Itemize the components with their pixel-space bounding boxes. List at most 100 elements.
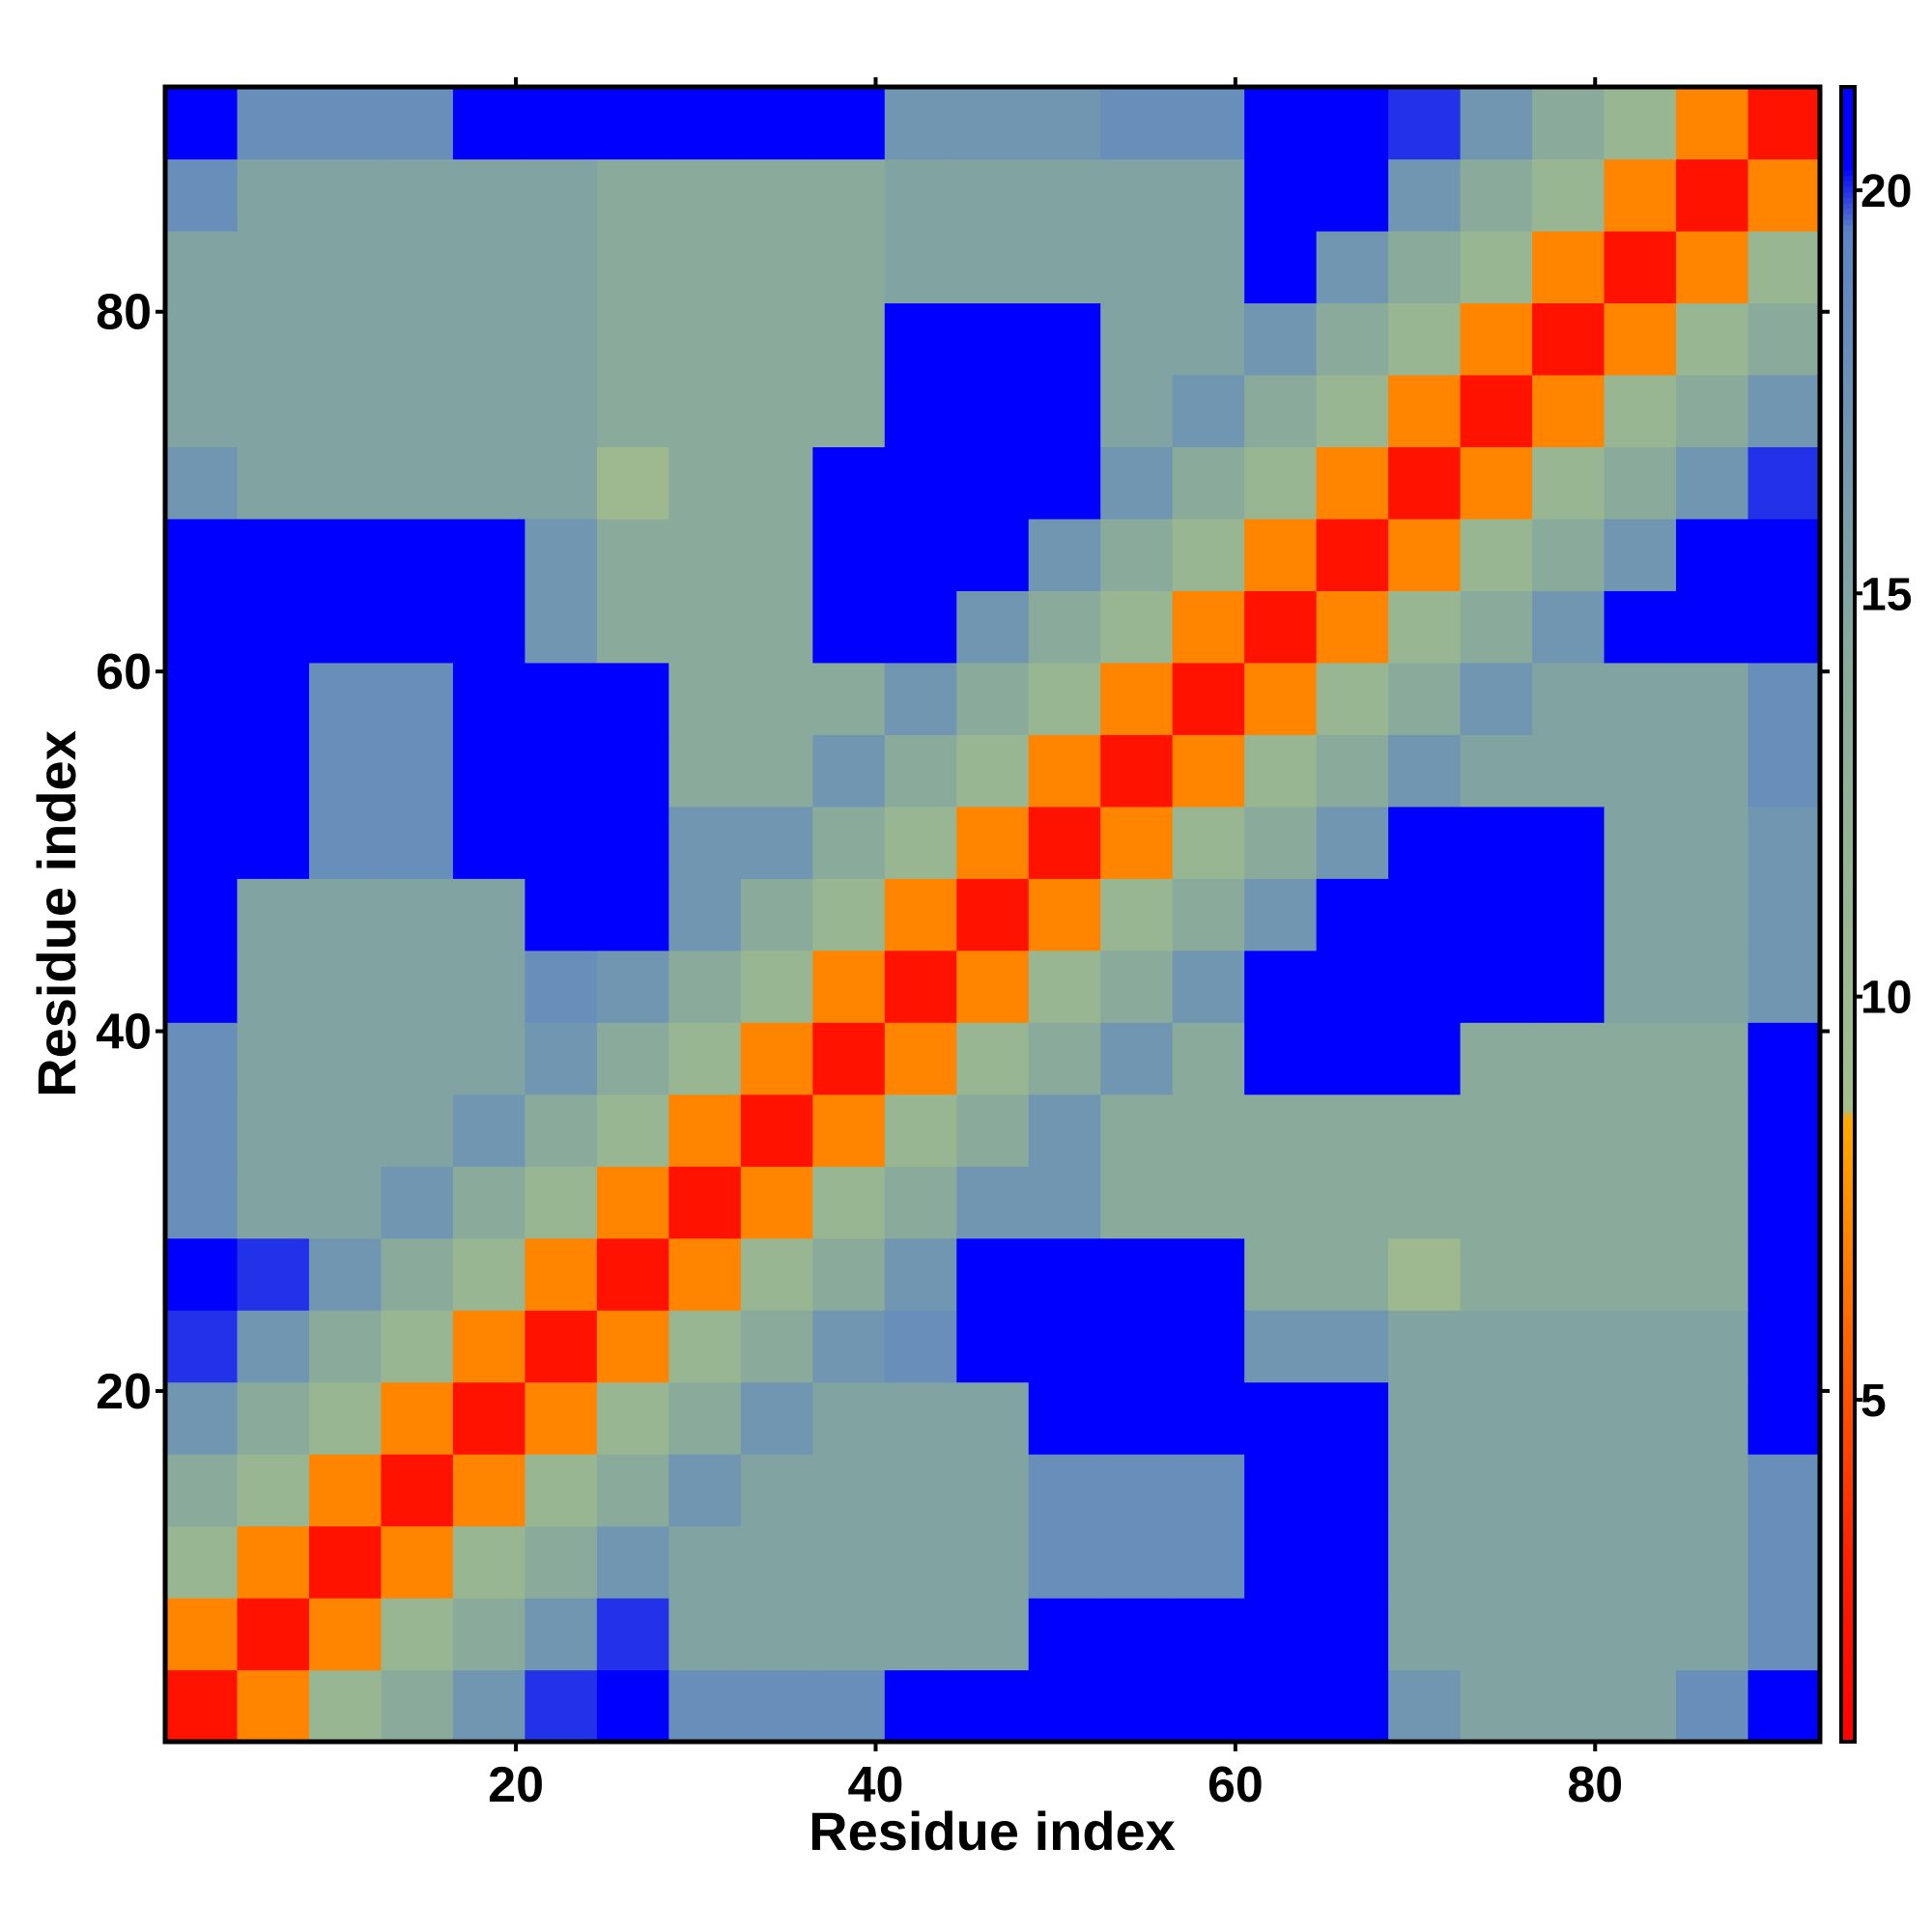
colorbar-segment bbox=[1841, 781, 1855, 788]
heatmap-cell bbox=[1028, 806, 1101, 879]
colorbar-segment bbox=[1841, 169, 1855, 176]
heatmap-cell bbox=[1172, 446, 1245, 520]
heatmap-cell bbox=[1604, 374, 1677, 447]
colorbar-segment bbox=[1841, 1068, 1855, 1075]
heatmap-cell bbox=[1676, 1310, 1749, 1383]
heatmap-cell bbox=[1316, 1094, 1389, 1167]
colorbar-segment bbox=[1841, 544, 1855, 552]
heatmap-cell bbox=[1604, 302, 1677, 376]
heatmap-cell bbox=[884, 1525, 957, 1599]
colorbar-segment bbox=[1841, 908, 1855, 916]
colorbar-segment bbox=[1841, 523, 1855, 529]
heatmap-cell bbox=[1316, 1525, 1389, 1599]
heatmap-cell bbox=[956, 662, 1030, 735]
heatmap-cell bbox=[525, 1525, 598, 1599]
y-tick-label: 80 bbox=[96, 285, 152, 341]
heatmap-cell bbox=[1460, 806, 1533, 879]
heatmap-cell bbox=[812, 950, 886, 1023]
heatmap-cell bbox=[956, 230, 1030, 304]
heatmap-cell bbox=[1747, 302, 1821, 376]
heatmap-cell bbox=[1532, 1094, 1605, 1167]
heatmap-cell bbox=[812, 1166, 886, 1239]
heatmap-cell bbox=[381, 518, 454, 591]
heatmap-cell bbox=[525, 1454, 598, 1527]
heatmap-cell bbox=[668, 230, 742, 304]
heatmap-cell bbox=[237, 662, 310, 735]
colorbar-segment bbox=[1841, 285, 1855, 292]
heatmap-cell bbox=[381, 950, 454, 1023]
colorbar-tick-label: 5 bbox=[1861, 1376, 1887, 1427]
heatmap-cell bbox=[740, 1669, 813, 1743]
heatmap-cell bbox=[381, 1669, 454, 1743]
heatmap-cell bbox=[1388, 446, 1462, 520]
heatmap-cell bbox=[1604, 1454, 1677, 1527]
heatmap-cell bbox=[1460, 950, 1533, 1023]
heatmap-cell bbox=[1172, 1166, 1245, 1239]
heatmap-cell bbox=[237, 158, 310, 232]
heatmap-cell bbox=[956, 374, 1030, 447]
heatmap-cell bbox=[1532, 1166, 1605, 1239]
heatmap-cell bbox=[884, 1166, 957, 1239]
heatmap-cell bbox=[884, 1094, 957, 1167]
heatmap-cell bbox=[740, 1598, 813, 1671]
colorbar-segment bbox=[1841, 98, 1855, 104]
colorbar-segment bbox=[1841, 1730, 1855, 1737]
heatmap-cell bbox=[525, 1310, 598, 1383]
heatmap-cell bbox=[525, 590, 598, 664]
heatmap-cell bbox=[1676, 374, 1749, 447]
heatmap-cell bbox=[1388, 662, 1462, 735]
heatmap-cell bbox=[237, 1525, 310, 1599]
heatmap-cell bbox=[1388, 950, 1462, 1023]
heatmap-cell bbox=[956, 1310, 1030, 1383]
heatmap-cell bbox=[1747, 806, 1821, 879]
heatmap-cell bbox=[1100, 1525, 1174, 1599]
heatmap-cell bbox=[1676, 1094, 1749, 1167]
heatmap-cell bbox=[1604, 1094, 1677, 1167]
colorbar-segment bbox=[1841, 903, 1855, 910]
heatmap-cell bbox=[1172, 302, 1245, 376]
heatmap-cell bbox=[1172, 374, 1245, 447]
heatmap-cell bbox=[1100, 446, 1174, 520]
heatmap-cell bbox=[165, 1310, 239, 1383]
heatmap-cell bbox=[812, 446, 886, 520]
colorbar-segment bbox=[1841, 1350, 1855, 1356]
heatmap-cell bbox=[1604, 1525, 1677, 1599]
heatmap-cell bbox=[1388, 1454, 1462, 1527]
colorbar-segment bbox=[1841, 1520, 1855, 1527]
heatmap-cell bbox=[452, 590, 526, 664]
colorbar-segment bbox=[1841, 1488, 1855, 1494]
heatmap-cell bbox=[1604, 446, 1677, 520]
heatmap-cell bbox=[1244, 518, 1318, 591]
heatmap-cell bbox=[1676, 1598, 1749, 1671]
heatmap-cell bbox=[452, 302, 526, 376]
heatmap-cell bbox=[1747, 1454, 1821, 1527]
colorbar-segment bbox=[1841, 1631, 1855, 1638]
heatmap-cell bbox=[1100, 230, 1174, 304]
colorbar-segment bbox=[1841, 600, 1855, 607]
heatmap-cell bbox=[668, 734, 742, 808]
heatmap-cell bbox=[1747, 1669, 1821, 1743]
heatmap-cell bbox=[308, 806, 383, 879]
heatmap-cell bbox=[1100, 878, 1174, 952]
heatmap-cell bbox=[237, 302, 310, 376]
heatmap-cell bbox=[668, 1381, 742, 1455]
heatmap-cell bbox=[237, 1381, 310, 1455]
heatmap-cell bbox=[1388, 1525, 1462, 1599]
colorbar-segment bbox=[1841, 704, 1855, 711]
heatmap-cell bbox=[884, 662, 957, 735]
colorbar-segment bbox=[1841, 633, 1855, 639]
heatmap-cell bbox=[1388, 1166, 1462, 1239]
heatmap-cell bbox=[596, 1669, 669, 1743]
heatmap-cell bbox=[165, 87, 239, 160]
heatmap-cell bbox=[1172, 1022, 1245, 1095]
heatmap-cell bbox=[1460, 446, 1533, 520]
heatmap-cell bbox=[1316, 662, 1389, 735]
colorbar-segment bbox=[1841, 236, 1855, 242]
colorbar-segment bbox=[1841, 924, 1855, 932]
heatmap-cell bbox=[956, 158, 1030, 232]
colorbar-segment bbox=[1841, 1553, 1855, 1561]
heatmap-cell bbox=[1676, 446, 1749, 520]
heatmap-cell bbox=[1604, 878, 1677, 952]
heatmap-cell bbox=[596, 230, 669, 304]
